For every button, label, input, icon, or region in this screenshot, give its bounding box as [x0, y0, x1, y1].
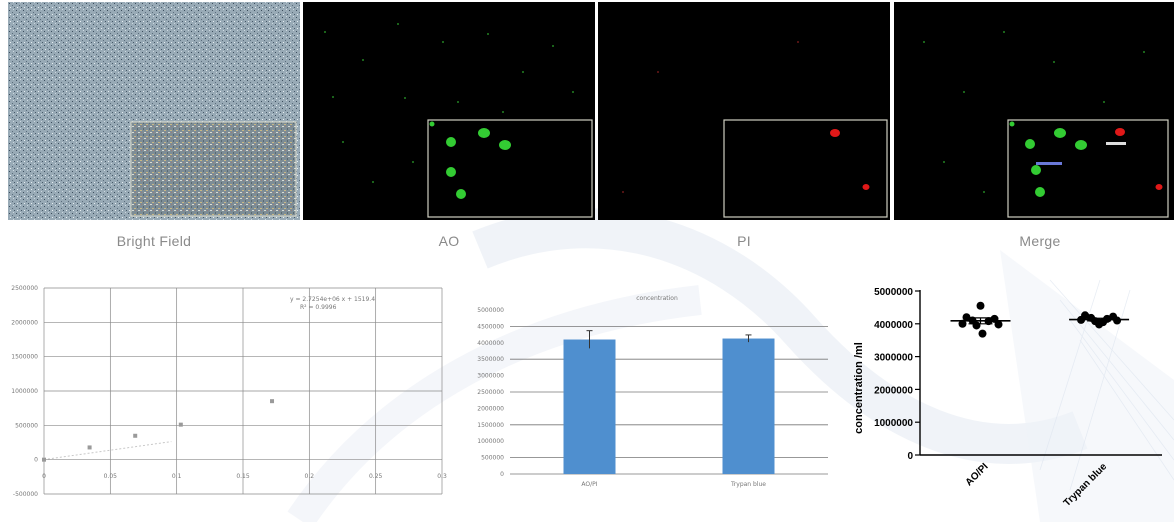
r-squared-annotation: R² = 0.9996	[300, 304, 337, 311]
ao-fluorescence-image	[303, 2, 595, 220]
x-tick-label: AO/PI	[581, 481, 597, 488]
data-point	[133, 433, 138, 438]
data-dot	[1095, 320, 1104, 329]
x-tick-label: AO/PI	[964, 461, 991, 488]
y-axis-label: concentration /ml	[853, 342, 865, 434]
caption-merge: Merge	[1019, 233, 1061, 249]
concentration-dot-plot: concentration /ml 5000000 4000000 3000000 2…	[853, 287, 1162, 509]
y-tick-label: 0	[34, 457, 38, 464]
x-tick-label: 0	[42, 473, 46, 480]
concentration-bar-chart: concentration 50000004500000400000035000…	[477, 295, 828, 488]
data-point	[270, 399, 275, 404]
y-tick-label: 500000	[15, 422, 38, 429]
y-tick-label: 4000000	[874, 320, 913, 331]
y-tick-label: 0	[907, 451, 913, 462]
data-dot	[1113, 316, 1122, 325]
x-tick-label: 0.1	[172, 473, 182, 480]
data-dot	[994, 320, 1003, 329]
y-tick-label: 1500000	[477, 422, 504, 429]
x-tick-label: 0.15	[236, 473, 250, 480]
trendline	[43, 441, 172, 461]
data-point	[42, 457, 46, 462]
x-tick-label: 0.25	[369, 473, 383, 480]
data-point	[87, 445, 92, 450]
standard-curve-chart: 2500000 2000000 1500000 1000000 500000 0 -5000…	[11, 285, 447, 498]
y-tick-label: 4000000	[477, 340, 504, 347]
merge-image	[894, 2, 1174, 220]
data-dot	[976, 301, 985, 310]
y-tick-label: 500000	[481, 455, 504, 462]
y-tick-label: -500000	[13, 491, 38, 498]
data-dot	[958, 319, 967, 328]
caption-bright-field: Bright Field	[116, 233, 192, 249]
caption-pi: PI	[737, 233, 751, 249]
data-point	[178, 422, 183, 427]
bar	[722, 338, 775, 474]
y-tick-label: 2000000	[874, 385, 913, 396]
bright-field-image	[8, 2, 300, 220]
x-tick-label: 0.3	[437, 473, 447, 480]
y-tick-label: 3000000	[874, 353, 913, 364]
y-tick-label: 2500000	[11, 285, 38, 292]
x-tick-label: 0.2	[305, 473, 315, 480]
y-tick-label: 4500000	[477, 323, 504, 330]
y-tick-label: 2500000	[477, 389, 504, 396]
x-tick-label: Trypan blue	[730, 481, 766, 488]
data-dot	[962, 313, 971, 322]
y-tick-label: 1500000	[11, 354, 38, 361]
data-dot	[972, 321, 981, 330]
pi-fluorescence-image	[598, 2, 890, 220]
y-tick-label: 1000000	[477, 438, 504, 445]
y-tick-label: 3500000	[477, 356, 504, 363]
caption-ao: AO	[438, 233, 460, 249]
y-tick-label: 3000000	[477, 373, 504, 380]
y-tick-label: 5000000	[477, 307, 504, 314]
bar	[563, 339, 616, 474]
y-tick-label: 5000000	[874, 287, 913, 298]
bar-chart-title: concentration	[636, 295, 678, 302]
x-tick-label: 0.05	[104, 473, 118, 480]
y-tick-label: 1000000	[874, 418, 913, 429]
data-dot	[978, 329, 987, 338]
y-tick-label: 2000000	[477, 405, 504, 412]
equation-annotation: y = 2.7254e+06 x + 1519.4	[290, 296, 375, 303]
y-tick-label: 2000000	[11, 319, 38, 326]
y-tick-label: 0	[500, 471, 504, 478]
x-tick-label: Trypan blue	[1062, 461, 1110, 509]
y-tick-label: 1000000	[11, 388, 38, 395]
